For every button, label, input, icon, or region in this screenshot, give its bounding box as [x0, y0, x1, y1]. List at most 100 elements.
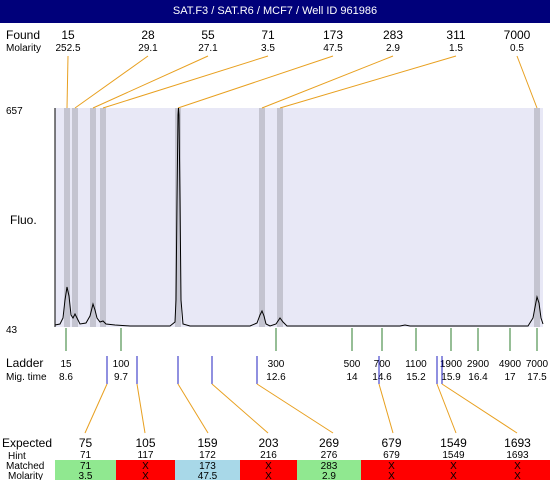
molarity-label: Molarity — [6, 43, 41, 54]
ladder-size: 1900 — [440, 359, 463, 370]
molarity-bottom-label: Molarity — [8, 471, 43, 480]
chart-title: SAT.F3 / SAT.R6 / MCF7 / Well ID 961986 — [0, 0, 550, 23]
expected-label: Expected — [2, 436, 52, 450]
ladder-size: 500 — [344, 359, 361, 370]
found-connector — [102, 55, 269, 109]
hint-size: 117 — [138, 450, 154, 461]
peak-band — [72, 108, 78, 327]
found-molarity: 0.5 — [510, 43, 524, 54]
peak-band — [64, 108, 70, 327]
matched-cell — [55, 460, 116, 480]
found-size: 283 — [383, 28, 403, 42]
expected-connector — [211, 383, 269, 434]
peak-band — [534, 108, 540, 327]
ladder-time: 14.6 — [372, 372, 392, 383]
matched-cell — [116, 460, 175, 480]
found-molarity: 29.1 — [138, 43, 158, 54]
ladder-time: 15.2 — [406, 372, 426, 383]
ladder-size: 100 — [113, 359, 130, 370]
plot-area — [55, 108, 543, 327]
matched-value: X — [450, 461, 457, 472]
found-connector — [261, 55, 394, 109]
mig-time-label: Mig. time — [6, 372, 47, 383]
ladder-time: 12.6 — [266, 372, 286, 383]
found-connector — [177, 55, 334, 109]
found-label: Found — [6, 28, 40, 42]
hint-size: 679 — [383, 450, 400, 461]
expected-connector — [177, 383, 209, 434]
matched-value: X — [388, 461, 395, 472]
matched-value: 71 — [80, 461, 92, 472]
ladder-size: 4900 — [499, 359, 522, 370]
found-molarity: 2.9 — [386, 43, 400, 54]
hint-size: 71 — [80, 450, 92, 461]
ladder-size: 7000 — [526, 359, 549, 370]
matched-molarity: 47.5 — [198, 471, 218, 480]
expected-size: 105 — [135, 436, 155, 450]
matched-value: X — [514, 461, 521, 472]
ladder-time: 16.4 — [468, 372, 488, 383]
matched-molarity: 3.5 — [79, 471, 93, 480]
expected-connector — [378, 383, 394, 434]
matched-molarity: X — [142, 471, 149, 480]
found-molarity: 27.1 — [198, 43, 218, 54]
peak-band — [277, 108, 283, 327]
ladder-time: 15.9 — [441, 372, 461, 383]
found-connector — [516, 55, 538, 109]
y-axis-bottom-label: 43 — [6, 325, 18, 336]
expected-size: 1549 — [440, 436, 467, 450]
matched-label: Matched — [6, 461, 44, 472]
expected-size: 75 — [79, 436, 93, 450]
expected-connector — [84, 383, 108, 434]
found-size: 71 — [261, 28, 275, 42]
ladder-time: 17.5 — [527, 372, 547, 383]
ladder-time: 9.7 — [114, 372, 128, 383]
matched-value: X — [265, 461, 272, 472]
found-size: 28 — [141, 28, 155, 42]
matched-cell — [240, 460, 297, 480]
found-connector — [279, 55, 457, 109]
found-molarity: 47.5 — [323, 43, 343, 54]
ladder-size: 300 — [268, 359, 285, 370]
expected-size: 203 — [258, 436, 278, 450]
ladder-label: Ladder — [6, 356, 43, 370]
matched-cell — [361, 460, 422, 480]
found-molarity: 3.5 — [261, 43, 275, 54]
matched-molarity: 2.9 — [322, 471, 336, 480]
matched-value: X — [142, 461, 149, 472]
hint-label: Hint — [8, 451, 26, 462]
expected-connector — [441, 383, 518, 434]
matched-value: 283 — [321, 461, 338, 472]
found-size: 15 — [61, 28, 75, 42]
matched-molarity: X — [265, 471, 272, 480]
hint-size: 172 — [199, 450, 216, 461]
found-molarity: 1.5 — [449, 43, 463, 54]
ladder-time: 14 — [346, 372, 358, 383]
matched-cell — [297, 460, 361, 480]
matched-cell — [422, 460, 485, 480]
peak-band — [100, 108, 106, 327]
expected-connector — [256, 383, 334, 434]
ladder-size: 2900 — [467, 359, 490, 370]
expected-connector — [136, 383, 146, 434]
ladder-time: 17 — [504, 372, 516, 383]
hint-size: 276 — [321, 450, 338, 461]
hint-size: 1693 — [506, 450, 529, 461]
fluo-label: Fluo. — [10, 213, 37, 227]
found-connector — [92, 55, 209, 109]
found-connector — [66, 55, 69, 109]
found-connector — [74, 55, 149, 109]
found-size: 55 — [201, 28, 215, 42]
ladder-size: 700 — [374, 359, 391, 370]
ladder-time: 8.6 — [59, 372, 73, 383]
expected-size: 1693 — [504, 436, 531, 450]
expected-size: 159 — [197, 436, 217, 450]
expected-size: 269 — [319, 436, 339, 450]
peak-band — [175, 108, 181, 327]
ladder-size: 15 — [60, 359, 72, 370]
y-axis-top-label: 657 — [6, 106, 23, 117]
found-size: 7000 — [504, 28, 531, 42]
matched-molarity: X — [388, 471, 395, 480]
expected-connector — [436, 383, 457, 434]
